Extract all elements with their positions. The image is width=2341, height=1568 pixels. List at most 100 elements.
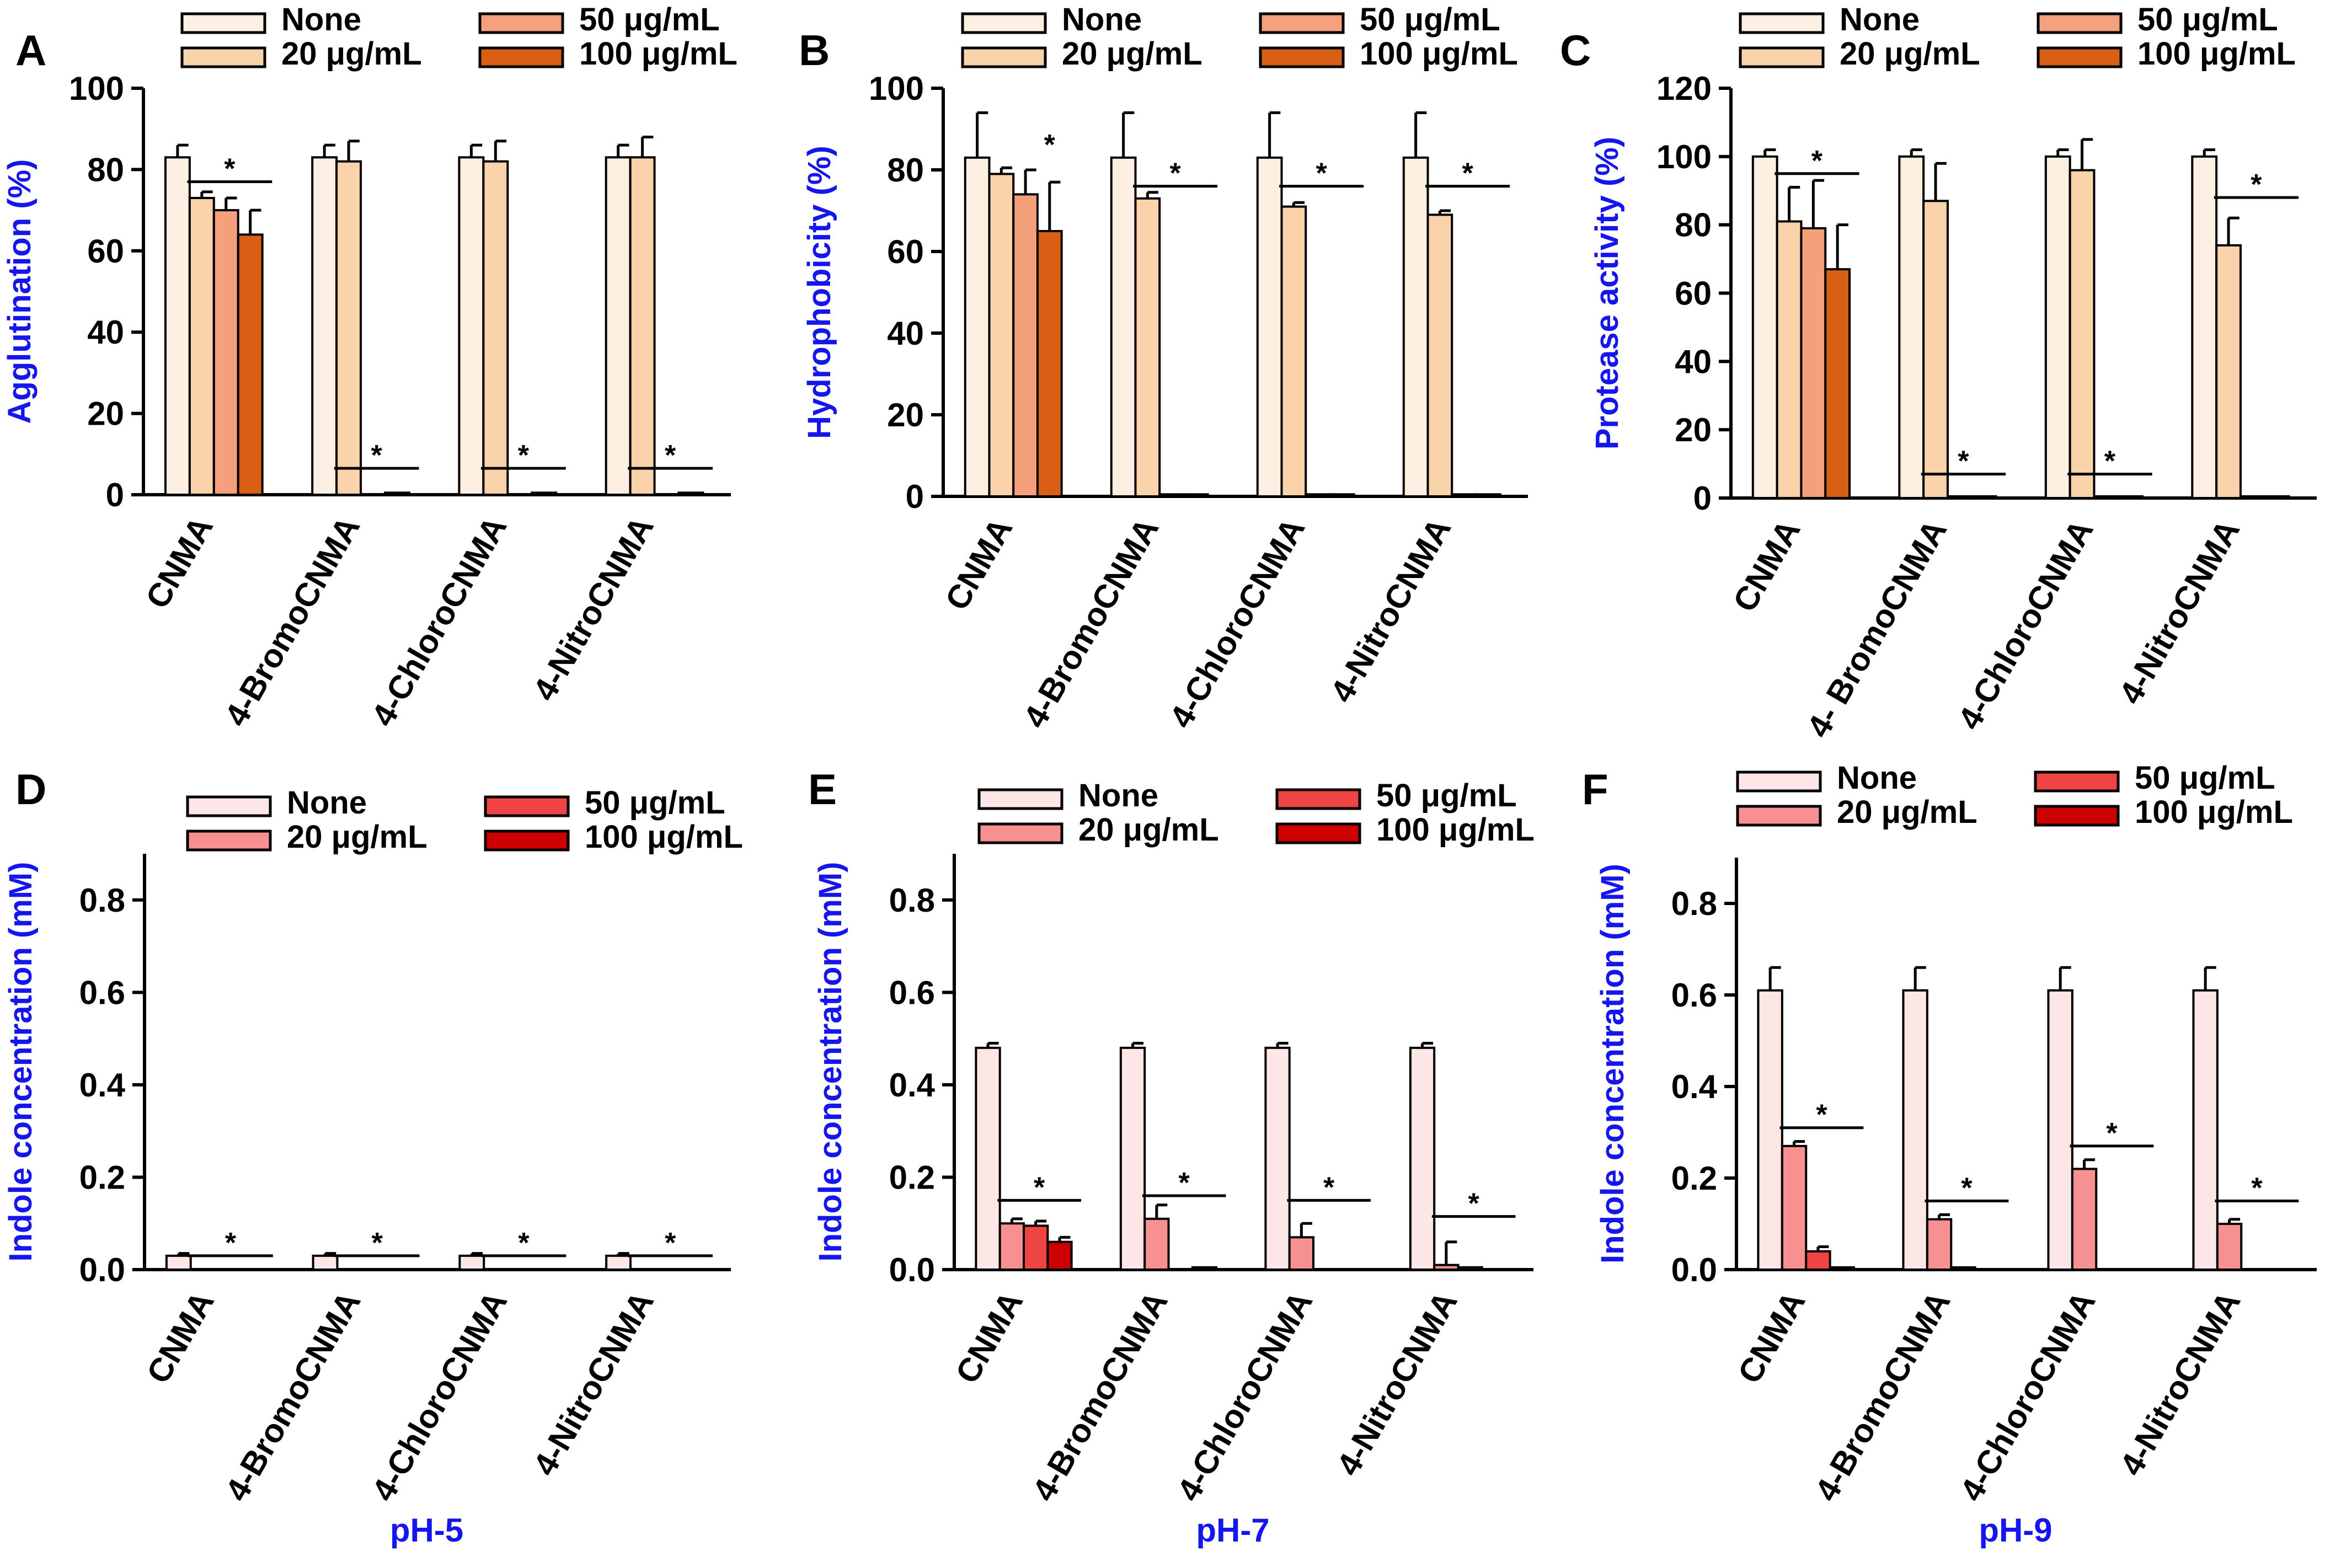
bar — [458, 156, 485, 496]
significance-star: * — [2251, 169, 2262, 201]
y-tick-label: 0.6 — [79, 974, 125, 1011]
category-label: CNMA — [138, 510, 220, 614]
bar — [2192, 989, 2219, 1271]
y-axis-label: Indole concentration (mM) — [813, 862, 848, 1262]
bar — [1426, 213, 1453, 497]
y-tick-label: 100 — [869, 70, 924, 107]
bar — [1256, 156, 1283, 497]
legend-label: 20 μg/mL — [1062, 36, 1202, 72]
y-tick-label: 120 — [1656, 70, 1712, 107]
y-tick-label: 0.4 — [79, 1067, 126, 1104]
y-tick-label: 0 — [1693, 480, 1712, 517]
legend-swatch — [1739, 12, 1825, 34]
y-tick-label: 20 — [1675, 411, 1712, 448]
category-label: 4-ChloroCNMA — [365, 1285, 514, 1507]
bar — [312, 1254, 339, 1271]
legend-label: 20 μg/mL — [281, 36, 422, 72]
panel-caption: pH-5 — [390, 1512, 463, 1549]
bar — [1970, 495, 1997, 500]
y-tick-label: 0.4 — [889, 1067, 936, 1104]
category-label: 4-NitroCNMA — [2112, 513, 2247, 710]
y-tick-label: 40 — [87, 314, 124, 351]
category-label: 4-BromoCNMA — [217, 510, 367, 732]
legend-swatch — [961, 46, 1047, 68]
y-tick-label: 0.0 — [79, 1251, 125, 1288]
bar — [677, 491, 704, 496]
y-tick-label: 20 — [87, 395, 124, 432]
bar — [1898, 155, 1925, 500]
panel-letter: E — [808, 765, 837, 814]
significance-star: * — [2106, 1117, 2118, 1149]
significance-star: * — [2104, 446, 2116, 478]
category-label: 4-BromoCNMA — [1808, 1285, 1957, 1507]
category-label: CNMA — [1726, 513, 1808, 618]
bar — [1433, 1264, 1460, 1271]
significance-star: * — [1958, 446, 1969, 478]
y-tick-label: 100 — [69, 70, 124, 107]
significance-star: * — [224, 153, 236, 185]
y-tick-label: 100 — [1656, 138, 1712, 175]
bar — [335, 160, 362, 496]
y-tick-label: 80 — [887, 152, 924, 189]
legend-swatch — [186, 795, 272, 817]
legend-label: 20 μg/mL — [1837, 794, 1977, 830]
y-tick-label: 0.0 — [889, 1251, 935, 1288]
bar — [2093, 495, 2120, 500]
bar — [482, 160, 509, 496]
bar — [1119, 1046, 1146, 1271]
category-label: CNMA — [140, 1285, 221, 1389]
panel-letter: C — [1560, 26, 1591, 74]
bar — [1158, 493, 1185, 497]
bar — [1328, 493, 1355, 497]
bar — [1805, 1250, 1831, 1271]
bar — [1781, 1144, 1808, 1271]
significance-star: * — [1316, 158, 1327, 190]
y-axis-label: Hydrophobicity (%) — [801, 146, 837, 439]
bar — [1402, 156, 1429, 497]
panel-letter: A — [15, 26, 46, 74]
legend-label: None — [1062, 2, 1142, 38]
legend-swatch — [977, 788, 1063, 810]
significance-star: * — [1468, 1188, 1480, 1220]
legend-label: None — [1840, 2, 1920, 38]
bar — [188, 196, 215, 496]
legend-swatch — [1259, 46, 1345, 68]
y-tick-label: 0.8 — [1671, 885, 1717, 922]
y-tick-label: 40 — [887, 315, 924, 352]
legend-swatch — [180, 12, 266, 34]
panel-letter: B — [799, 26, 830, 74]
bar — [2044, 155, 2071, 500]
legend-label: 20 μg/mL — [1078, 812, 1219, 848]
legend-label: 20 μg/mL — [1840, 36, 1980, 72]
bar — [1751, 155, 1778, 500]
legend-label: 20 μg/mL — [287, 819, 427, 855]
bar — [605, 1254, 632, 1271]
legend-swatch — [186, 830, 272, 852]
bar — [605, 156, 632, 496]
bar — [988, 173, 1015, 497]
bar — [1800, 227, 1827, 499]
y-axis-label: Indole concentration (mM) — [3, 862, 39, 1262]
y-tick-label: 0.2 — [1671, 1160, 1717, 1197]
panel-letter: D — [15, 765, 46, 814]
bar — [2215, 244, 2242, 499]
category-label: 4-BromoCNMA — [1016, 512, 1166, 734]
significance-star: * — [1816, 1099, 1827, 1131]
legend-swatch — [2037, 12, 2123, 34]
legend-swatch — [2034, 805, 2120, 827]
y-tick-label: 80 — [1675, 207, 1712, 244]
bar — [2071, 1168, 2098, 1271]
y-tick-label: 80 — [87, 151, 124, 188]
bar — [458, 1254, 485, 1271]
y-tick-label: 0.2 — [79, 1159, 125, 1196]
bar — [2117, 495, 2144, 500]
category-label: 4-ChloroCNMA — [364, 510, 514, 732]
bar — [2239, 495, 2266, 500]
panel-letter: F — [1582, 765, 1608, 814]
legend-swatch — [1736, 770, 1822, 793]
bar — [2047, 989, 2073, 1271]
bar — [2216, 1223, 2243, 1271]
category-label: CNMA — [938, 512, 1019, 616]
y-tick-label: 0 — [106, 477, 124, 513]
bar — [2263, 495, 2290, 500]
